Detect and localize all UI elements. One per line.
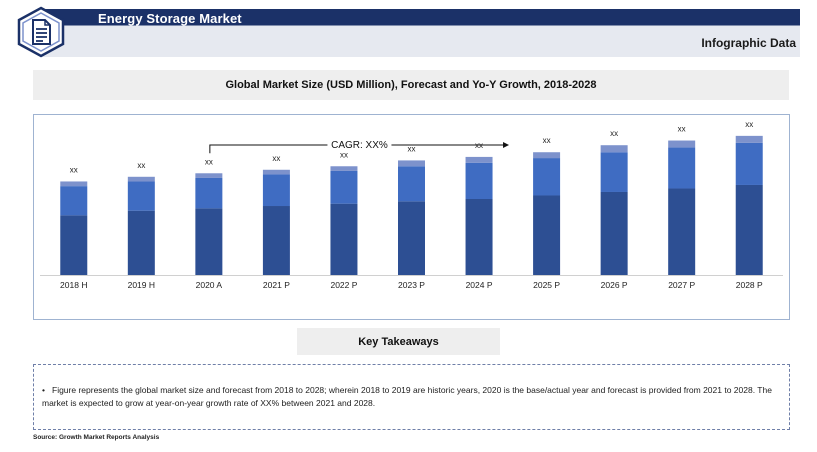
data-label: xx [340,150,348,159]
bar-segment [533,195,561,275]
bar-segment [465,156,493,163]
x-tick-label: 2025 P [533,280,560,290]
bar-segment [127,176,155,182]
bar-segment [668,147,696,189]
bar-segment [127,181,155,211]
report-title: Energy Storage Market [98,11,242,26]
bar-segment [262,174,290,207]
chart-title: Global Market Size (USD Million), Foreca… [33,70,789,100]
x-tick-label: 2028 P [736,280,763,290]
bar-segment [195,177,223,209]
bar-segment [600,152,628,192]
bullet-marker: • [42,385,45,395]
bar-segment [465,199,493,275]
x-tick-label: 2018 H [60,280,87,290]
bar-segment [60,186,88,216]
bar-segment [735,184,763,275]
bar-segment [195,208,223,275]
x-tick-label: 2023 P [398,280,425,290]
x-tick-label: 2027 P [668,280,695,290]
bar-segment [330,170,358,204]
x-tick-label: 2026 P [601,280,628,290]
header-banner: Energy Storage Market Infographic Data [40,9,800,57]
bar-segment [533,158,561,196]
bar-segment [262,206,290,275]
bar-segment [600,191,628,275]
bar-segment [60,181,88,187]
key-takeaways-title: Key Takeaways [297,328,500,355]
x-tick-label: 2021 P [263,280,290,290]
bar-segment [330,166,358,171]
data-label: xx [272,154,280,163]
bar-segment [668,140,696,148]
source-note: Source: Growth Market Reports Analysis [33,434,160,441]
document-icon [17,6,65,58]
bar-segment [127,210,155,275]
bar-segment [600,145,628,153]
data-label: xx [137,161,145,170]
data-label: xx [745,120,753,129]
bar-segment [465,162,493,199]
x-tick-label: 2022 P [330,280,357,290]
bar-chart: xx 2018 H xx 2019 H xx 2020 A xx 2021 P xx 2022 P… [40,120,783,290]
data-label: xx [408,144,416,153]
bar-segment [533,152,561,159]
chart-frame: xx 2018 H xx 2019 H xx 2020 A xx 2021 P xx 2022 P… [33,114,790,320]
cagr-label-bg [327,137,392,151]
key-takeaways-box: • Figure represents the global market siz… [33,364,790,430]
bar-segment [60,215,88,275]
data-label: xx [205,157,213,166]
bar-segment [398,201,425,275]
key-takeaways-text: Figure represents the global market size… [42,385,772,408]
report-subtitle: Infographic Data [701,36,796,50]
bar-segment [262,169,290,175]
data-label: xx [678,125,686,134]
bar-segment [195,173,223,178]
x-tick-label: 2024 P [466,280,493,290]
x-tick-label: 2019 H [128,280,155,290]
data-label: xx [543,136,551,145]
x-tick-label: 2020 A [196,280,223,290]
data-label: xx [610,129,618,138]
bar-segment [668,188,696,275]
data-label: xx [70,165,78,174]
bar-segment [735,135,763,143]
bar-segment [398,166,425,202]
bar-segment [398,160,425,167]
bar-segment [735,142,763,185]
cagr-arrow-head [503,142,510,148]
cagr-arrow-line [209,144,505,154]
cagr-label: CAGR: XX% [331,140,388,151]
bar-segment [330,203,358,275]
